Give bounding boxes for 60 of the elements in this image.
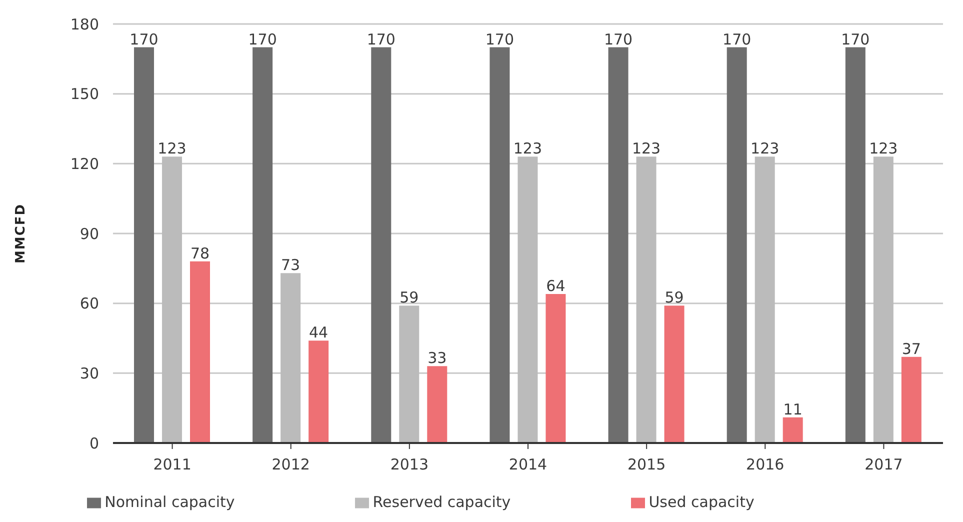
bar	[664, 306, 684, 443]
bar	[782, 417, 803, 443]
data-label: 59	[400, 288, 419, 307]
y-tick-label: 60	[80, 294, 99, 313]
x-tick-label: 2013	[390, 456, 429, 474]
y-axis-title: MMCFD	[14, 203, 29, 264]
y-tick-label: 120	[70, 154, 99, 173]
bar	[518, 156, 538, 443]
data-label: 78	[190, 244, 210, 262]
data-label: 33	[428, 349, 447, 368]
data-label: 123	[158, 140, 186, 158]
data-label: 123	[632, 140, 661, 158]
y-tick-label: 30	[80, 364, 99, 382]
data-label: 170	[485, 30, 514, 48]
data-label: 59	[664, 288, 684, 307]
bar	[845, 47, 866, 443]
x-tick-label: 2014	[508, 456, 548, 474]
bar	[490, 47, 510, 443]
data-label: 44	[309, 324, 328, 342]
data-label: 170	[366, 30, 396, 48]
bar	[546, 294, 566, 443]
bar	[754, 156, 775, 443]
bar	[134, 47, 154, 443]
data-label: 170	[841, 30, 870, 48]
y-tick-label: 90	[80, 224, 99, 243]
x-tick-label: 2011	[153, 456, 192, 474]
bar	[427, 366, 448, 443]
data-label: 123	[513, 140, 542, 158]
data-label: 11	[783, 400, 802, 418]
x-tick-label: 2015	[627, 456, 666, 474]
data-label: 170	[722, 30, 752, 48]
bar	[280, 273, 301, 443]
data-label: 123	[869, 140, 898, 158]
legend-label: Used capacity	[648, 493, 754, 511]
bar	[399, 306, 420, 443]
data-label: 64	[546, 277, 566, 296]
bar	[608, 47, 628, 443]
bar	[162, 156, 182, 443]
legend-label: Nominal capacity	[104, 493, 235, 511]
y-tick-label: 150	[70, 85, 99, 104]
bar	[308, 340, 329, 443]
data-label: 170	[130, 30, 158, 48]
x-tick-label: 2017	[864, 456, 903, 474]
bar	[726, 47, 747, 443]
legend-label: Reserved capacity	[372, 493, 511, 511]
bar	[873, 156, 894, 443]
bar	[636, 156, 656, 443]
data-label: 37	[902, 340, 921, 358]
x-tick-label: 2016	[746, 456, 784, 474]
y-tick-label: 0	[89, 434, 99, 452]
data-label: 73	[281, 256, 300, 274]
data-label: 170	[604, 30, 633, 48]
x-tick-label: 2012	[272, 456, 310, 474]
bar	[371, 47, 392, 443]
bar	[252, 47, 273, 443]
bar	[901, 356, 922, 443]
data-label: 170	[248, 30, 277, 48]
data-label: 123	[750, 140, 780, 158]
y-tick-label: 180	[70, 15, 99, 34]
bar	[190, 261, 210, 443]
